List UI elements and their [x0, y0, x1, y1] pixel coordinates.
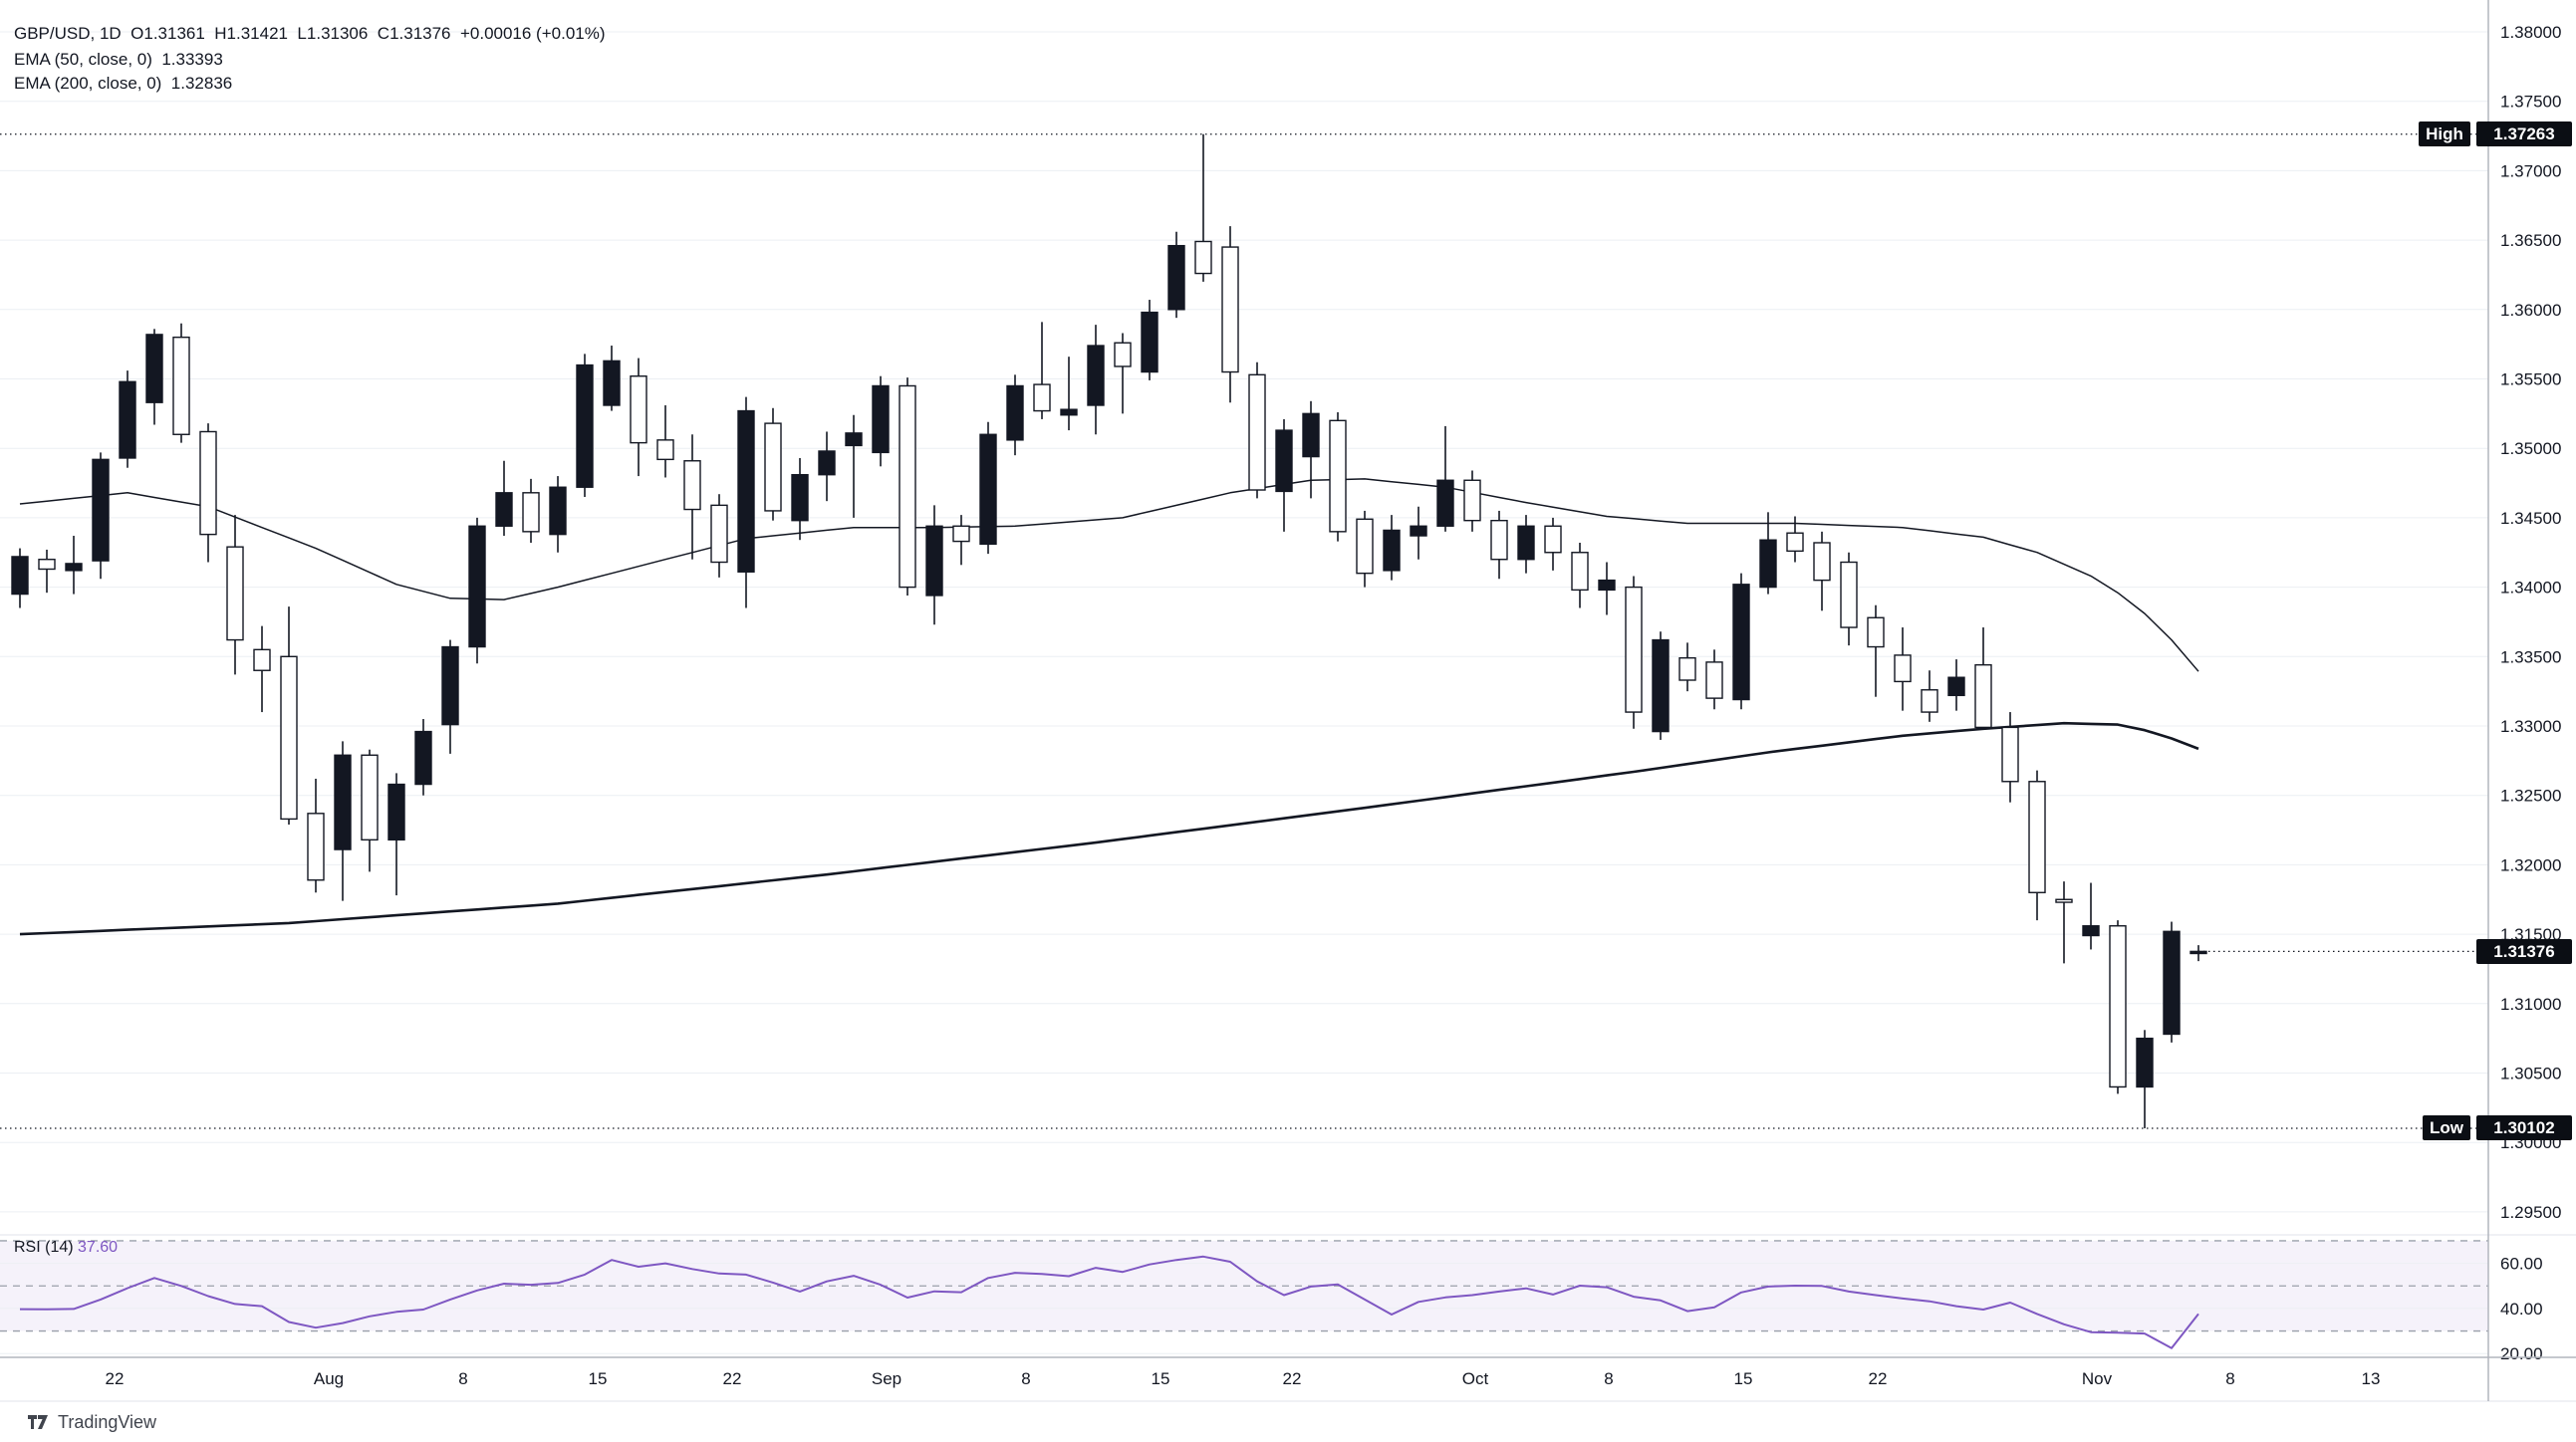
svg-text:Aug: Aug — [314, 1369, 344, 1388]
svg-text:Oct: Oct — [1462, 1369, 1489, 1388]
svg-text:1.33000: 1.33000 — [2500, 717, 2561, 736]
rsi-label: RSI (14) — [14, 1239, 79, 1256]
svg-text:20.00: 20.00 — [2500, 1344, 2543, 1363]
low-badge-label: Low — [2423, 1115, 2470, 1140]
tradingview-logo-icon — [26, 1410, 50, 1434]
svg-text:1.36000: 1.36000 — [2500, 301, 2561, 320]
high-badge-value: 1.37263 — [2476, 121, 2572, 146]
svg-text:1.30500: 1.30500 — [2500, 1065, 2561, 1083]
svg-text:1.38000: 1.38000 — [2500, 23, 2561, 42]
svg-text:15: 15 — [589, 1369, 608, 1388]
svg-text:1.37500: 1.37500 — [2500, 93, 2561, 112]
ema50-legend[interactable]: EMA (50, close, 0) 1.33393 — [14, 50, 223, 69]
svg-text:1.35500: 1.35500 — [2500, 370, 2561, 389]
svg-text:1.34500: 1.34500 — [2500, 509, 2561, 528]
svg-text:1.34000: 1.34000 — [2500, 579, 2561, 598]
svg-text:1.35000: 1.35000 — [2500, 439, 2561, 458]
svg-text:22: 22 — [1283, 1369, 1302, 1388]
svg-text:8: 8 — [1021, 1369, 1030, 1388]
svg-text:1.33500: 1.33500 — [2500, 647, 2561, 666]
low-badge-value: 1.30102 — [2476, 1115, 2572, 1140]
svg-text:22: 22 — [106, 1369, 125, 1388]
svg-text:1.36500: 1.36500 — [2500, 231, 2561, 250]
svg-text:40.00: 40.00 — [2500, 1300, 2543, 1319]
svg-text:8: 8 — [2225, 1369, 2234, 1388]
svg-text:60.00: 60.00 — [2500, 1255, 2543, 1274]
tradingview-logo-text: TradingView — [58, 1411, 157, 1432]
svg-text:8: 8 — [1604, 1369, 1613, 1388]
svg-text:1.31000: 1.31000 — [2500, 995, 2561, 1014]
svg-text:15: 15 — [1734, 1369, 1753, 1388]
svg-text:22: 22 — [723, 1369, 742, 1388]
svg-text:Nov: Nov — [2082, 1369, 2113, 1388]
svg-text:Sep: Sep — [872, 1369, 902, 1388]
rsi-value: 37.60 — [78, 1239, 119, 1256]
svg-text:1.32500: 1.32500 — [2500, 787, 2561, 806]
rsi-legend[interactable]: RSI (14) 37.60 — [14, 1239, 118, 1257]
svg-text:13: 13 — [2362, 1369, 2381, 1388]
high-badge-label: High — [2419, 121, 2470, 146]
svg-text:1.37000: 1.37000 — [2500, 161, 2561, 180]
svg-text:22: 22 — [1869, 1369, 1888, 1388]
svg-text:1.32000: 1.32000 — [2500, 855, 2561, 874]
ema200-legend[interactable]: EMA (200, close, 0) 1.32836 — [14, 74, 233, 93]
svg-text:15: 15 — [1152, 1369, 1170, 1388]
svg-text:8: 8 — [458, 1369, 467, 1388]
last-price-badge: 1.31376 — [2476, 939, 2572, 964]
svg-text:1.29500: 1.29500 — [2500, 1203, 2561, 1222]
symbol-ohlc-legend[interactable]: GBP/USD, 1D O1.31361 H1.31421 L1.31306 C… — [14, 24, 606, 43]
tradingview-watermark[interactable]: TradingView — [26, 1410, 156, 1434]
